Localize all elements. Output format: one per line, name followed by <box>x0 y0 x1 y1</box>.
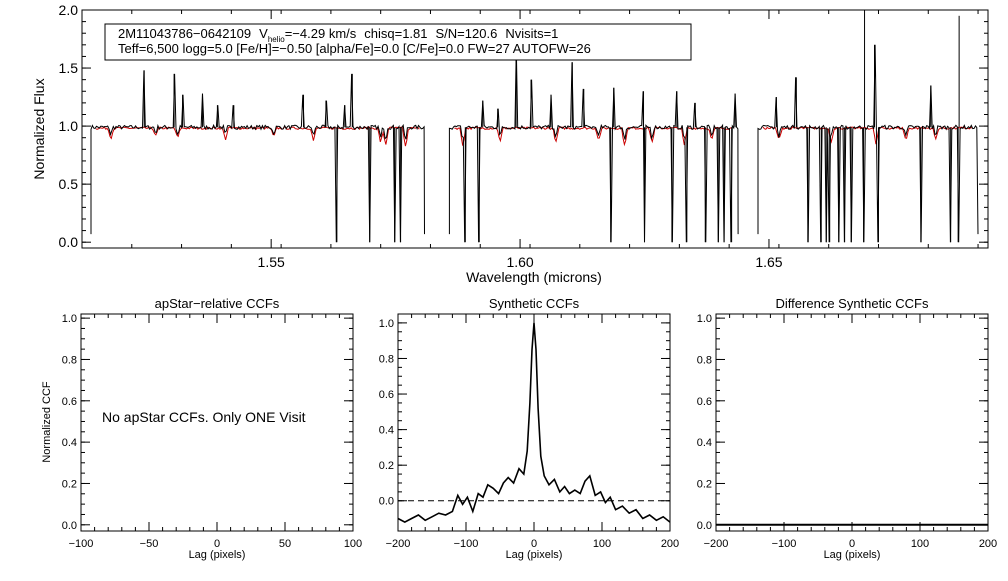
vhelio-value: =−4.29 km/s <box>285 26 357 41</box>
difference-ccf-axis-ticks: −200 −100 0 100 200 0.0 0.2 0.4 0.6 0.8 1.0 <box>697 313 997 550</box>
nvisits-value: Nvisits=1 <box>505 26 558 41</box>
apstar-ccf-y-axis-label: Normalized CCF <box>41 381 53 463</box>
synthetic-ccf-title: Synthetic CCFs <box>489 296 580 311</box>
difference-ccf-x-tick-label: 200 <box>979 538 997 550</box>
spectrum-y-tick-label: 0.5 <box>59 176 79 192</box>
apstar-ccf-y-tick-label: 0.0 <box>62 520 77 532</box>
synthetic-ccf-x-tick-label: −200 <box>386 538 411 550</box>
difference-ccf-x-tick-label: −100 <box>772 538 797 550</box>
spectrum-plot-frame <box>81 9 989 249</box>
apstar-ccf-x-tick-label: −50 <box>140 538 159 550</box>
difference-ccf-x-tick-label: 0 <box>849 538 855 550</box>
apstar-ccf-y-tick-label: 0.6 <box>62 396 77 408</box>
apstar-ccf-x-tick-label: −100 <box>69 538 94 550</box>
synthetic-ccf-frame <box>397 313 671 532</box>
synthetic-ccf-y-tick-label: 0.0 <box>379 496 394 508</box>
spectrum-y-tick-label: 2.0 <box>59 2 79 18</box>
synthetic-ccf-x-tick-label: 200 <box>661 538 679 550</box>
apstar-ccf-title: apStar−relative CCFs <box>155 296 280 311</box>
vhelio-symbol: V <box>259 26 268 41</box>
spectrum-x-tick-label: 1.55 <box>258 254 285 270</box>
spectrum-y-tick-label: 1.0 <box>59 118 79 134</box>
synthetic-ccf-y-tick-label: 1.0 <box>379 318 394 330</box>
apstar-ccf-x-axis-label: Lag (pixels) <box>189 549 246 561</box>
synthetic-ccf-x-tick-label: 0 <box>531 538 537 550</box>
difference-ccf-y-tick-label: 0.2 <box>697 478 712 490</box>
star-id: 2M11043786−0642109 <box>118 26 251 41</box>
difference-ccf-y-tick-label: 0.6 <box>697 396 712 408</box>
spectrum-annotation-box <box>104 23 692 61</box>
apstar-ccf-y-tick-label: 1.0 <box>62 313 77 325</box>
apstar-ccf-message: No apStar CCFs. Only ONE Visit <box>102 409 306 425</box>
chisq-value: chisq=1.81 <box>364 26 427 41</box>
synthetic-ccf-y-tick-label: 0.6 <box>379 389 394 401</box>
synthetic-ccf-y-tick-label: 0.8 <box>379 353 394 365</box>
spectrum-x-axis-label: Wavelength (microns) <box>466 269 602 285</box>
apstar-ccf-y-tick-label: 0.4 <box>62 437 77 449</box>
synthetic-ccf-line <box>397 322 671 524</box>
spectrum-y-axis-label: Normalized Flux <box>31 78 47 179</box>
spectrum-model-chip-3 <box>762 126 973 145</box>
synthetic-ccf-panel: −200 −100 0 100 200 0.0 0.2 0.4 0.6 0.8 1.0 Synthe… <box>379 296 679 561</box>
apstar-ccf-y-tick-label: 0.8 <box>62 354 77 366</box>
synthetic-ccf-x-tick-label: 100 <box>593 538 611 550</box>
synthetic-ccf-axis-ticks: −200 −100 0 100 200 0.0 0.2 0.4 0.6 0.8 1.0 <box>379 313 679 550</box>
spectrum-observed-chip-2 <box>448 47 739 243</box>
difference-ccf-y-tick-label: 0.4 <box>697 437 712 449</box>
spectrum-annotation-line2: Teff=6,500 logg=5.0 [Fe/H]=−0.50 [alpha/… <box>118 41 591 56</box>
spectrum-x-tick-label: 1.65 <box>755 254 782 270</box>
apstar-ccf-y-tick-label: 0.2 <box>62 478 77 490</box>
spectrum-model-chip-2 <box>454 126 732 147</box>
difference-ccf-y-tick-label: 1.0 <box>697 313 712 325</box>
spectrum-x-tick-label: 1.60 <box>506 254 533 270</box>
difference-ccf-frame <box>715 313 989 532</box>
spectrum-observed-chip-1 <box>90 70 425 243</box>
synthetic-ccf-x-tick-label: −100 <box>454 538 479 550</box>
apstar-ccf-x-tick-label: 50 <box>279 538 291 550</box>
difference-ccf-title: Difference Synthetic CCFs <box>776 296 929 311</box>
difference-ccf-x-tick-label: 100 <box>911 538 929 550</box>
spectrum-y-tick-label: 1.5 <box>59 60 79 76</box>
apstar-ccf-x-tick-label: 0 <box>214 538 220 550</box>
spectrum-panel: 1.55 1.60 1.65 0.0 0.5 1.0 1.5 2.0 2M11043786−0… <box>31 2 989 285</box>
synthetic-ccf-y-tick-label: 0.4 <box>379 425 394 437</box>
apstar-ccf-x-tick-label: 100 <box>344 538 362 550</box>
difference-ccf-y-tick-label: 0.8 <box>697 354 712 366</box>
synthetic-ccf-y-tick-label: 0.2 <box>379 460 394 472</box>
spectrum-observed-series <box>90 10 979 243</box>
apstar-ccf-panel: −100 −50 0 50 100 0.0 0.2 0.4 0.6 0.8 1.0 apStar−r… <box>41 296 362 561</box>
difference-ccf-x-axis-label: Lag (pixels) <box>824 549 881 561</box>
vhelio-subscript: helio <box>268 35 285 44</box>
difference-ccf-y-tick-label: 0.0 <box>697 520 712 532</box>
apstar-ccf-axis-ticks: −100 −50 0 50 100 0.0 0.2 0.4 0.6 0.8 1.0 <box>62 313 362 550</box>
snr-value: S/N=120.6 <box>436 26 498 41</box>
spectrum-y-tick-label: 0.0 <box>59 234 79 250</box>
synthetic-ccf-series <box>397 322 671 524</box>
spectrum-observed-chip-3 <box>757 44 979 243</box>
spectrum-axis-ticks: 1.55 1.60 1.65 0.0 0.5 1.0 1.5 2.0 <box>59 2 988 270</box>
spectrum-annotation-line1: 2M11043786−0642109 Vhelio=−4.29 km/s chisq… <box>118 26 558 44</box>
difference-ccf-panel: −200 −100 0 100 200 0.0 0.2 0.4 0.6 0.8 1.0 Differ… <box>697 296 997 561</box>
synthetic-ccf-x-axis-label: Lag (pixels) <box>506 549 563 561</box>
difference-ccf-x-tick-label: −200 <box>704 538 729 550</box>
